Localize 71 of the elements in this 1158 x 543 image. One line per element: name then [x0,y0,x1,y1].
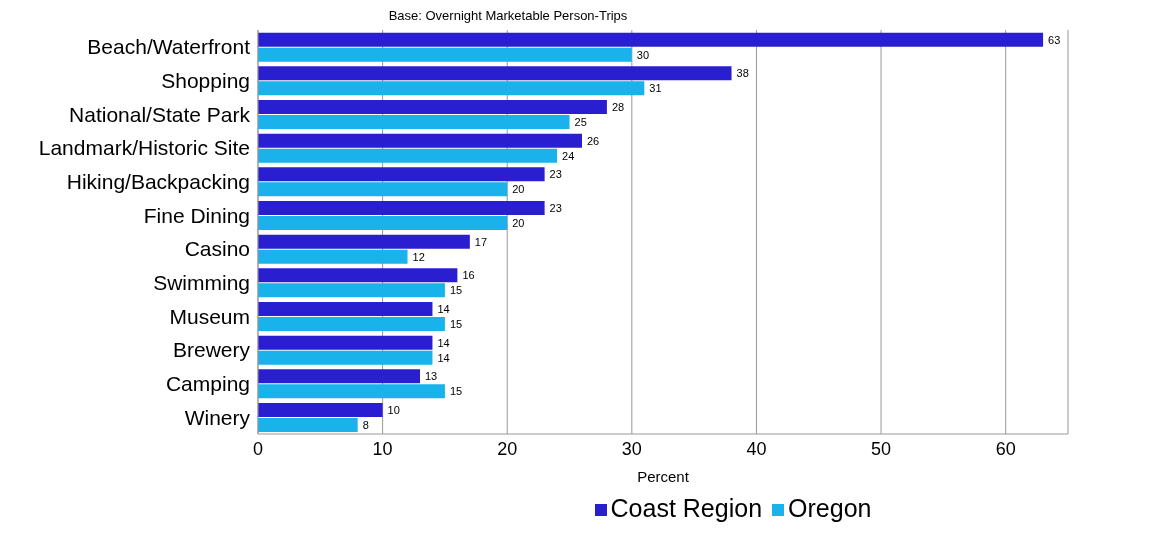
bar [258,418,358,433]
data-label: 15 [449,385,463,398]
data-label: 16 [462,269,475,282]
data-label: 28 [611,100,625,113]
legend-label: Coast Region [610,494,763,522]
bar [258,81,645,96]
bar [258,182,508,197]
bar [258,100,607,115]
data-label: 8 [362,418,369,431]
bar [258,268,458,283]
data-label: 14 [437,302,450,315]
bar [258,32,1044,47]
data-label: 20 [512,216,525,229]
data-label: 10 [387,403,400,416]
chart-title: Base: Overnight Marketable Person-Trips [387,8,629,23]
bar [258,66,732,81]
data-label: 17 [474,235,488,248]
data-label: 13 [425,370,438,383]
bar [258,47,632,62]
data-label: 38 [736,67,749,80]
x-tick-label: 0 [252,438,264,459]
data-label: 30 [636,48,650,61]
x-tick-label: 50 [871,438,892,459]
bar [258,167,545,182]
data-label: 24 [562,149,575,162]
y-tick-label: Winery [184,405,251,429]
y-tick-label: Hiking/Backpacking [66,169,250,193]
y-tick-label: National/State Park [69,102,251,126]
y-tick-label: Camping [165,371,250,395]
y-tick-label: Shopping [161,68,250,92]
bar [258,283,445,298]
x-axis-title: Percent [637,468,690,485]
bar [258,201,545,216]
bar [258,369,420,384]
bar [258,317,445,332]
data-label: 63 [1048,33,1061,46]
bar [258,403,383,418]
data-label: 20 [512,183,525,196]
bar [258,384,445,399]
bar [258,234,470,249]
bar [258,249,408,264]
y-tick-label: Brewery [172,338,251,362]
bar [258,115,570,130]
data-label: 15 [449,284,463,297]
data-label: 15 [449,317,463,330]
bar [258,335,433,350]
y-tick-label: Beach/Waterfront [87,35,251,59]
data-label: 25 [574,115,587,128]
x-tick-label: 60 [995,438,1016,459]
data-label: 14 [437,351,450,364]
x-tick-label: 20 [497,438,518,459]
x-tick-label: 30 [621,438,642,459]
bar [258,148,558,163]
y-tick-label: Fine Dining [143,203,250,227]
bar [258,133,582,148]
y-tick-label: Landmark/Historic Site [38,136,250,160]
bar [258,350,433,365]
data-label: 26 [587,134,600,147]
legend-label: Oregon [788,494,872,522]
data-label: 14 [437,336,450,349]
bar [258,302,433,317]
y-tick-label: Swimming [153,270,250,294]
x-tick-label: 40 [746,438,767,459]
data-label: 23 [549,201,562,214]
data-label: 12 [412,250,425,263]
data-label: 31 [649,82,662,95]
y-tick-label: Museum [169,304,250,328]
y-tick-label: Casino [184,237,250,261]
data-label: 23 [549,168,562,181]
x-tick-label: 10 [372,438,393,459]
bar [258,216,508,231]
